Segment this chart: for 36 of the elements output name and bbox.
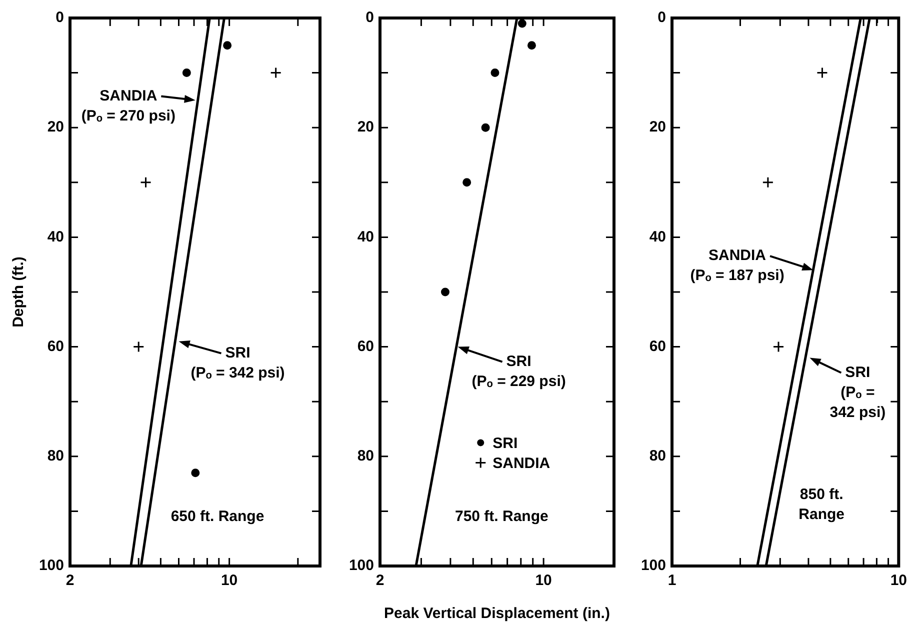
y-axis-title: Depth (ft.) [10,256,28,328]
y-tick-label: 60 [649,338,666,355]
x-tick-label: 10 [890,572,907,590]
y-tick-label: 20 [357,118,374,136]
y-tick-label: 40 [47,228,64,246]
y-tick-label: 80 [357,448,374,465]
annotation: SRI (Pₒ = 229 psi) [472,352,566,390]
x-axis-title: Peak Vertical Displacement (in.) [384,605,610,622]
x-tick-label: 10 [535,572,552,590]
y-tick-label: 100 [348,557,374,574]
y-tick-label: 20 [47,118,64,136]
x-tick-label: 2 [66,572,74,590]
y-tick-label: 0 [56,9,64,26]
y-tick-label: 60 [47,338,64,355]
annotation: 750 ft. Range [454,508,548,525]
y-tick-label: 80 [47,448,64,465]
y-tick-label: 0 [658,9,666,26]
annotation: 850 ft. Range [798,486,845,523]
annotation: SANDIA (Pₒ = 187 psi) [690,247,784,284]
x-tick-label: 1 [668,572,676,590]
annotation: 650 ft. Range [170,508,264,525]
legend-label: SRI [492,434,518,452]
annotation: SANDIA (Pₒ = 270 psi) [81,87,176,124]
y-tick-label: 40 [649,228,666,246]
annotation: SRI (Pₒ = 342 psi) [190,344,285,382]
y-tick-label: 0 [366,9,374,26]
y-tick-label: 100 [640,557,666,574]
y-tick-label: 100 [38,557,64,574]
y-tick-label: 80 [649,448,666,465]
y-tick-label: 60 [357,338,374,355]
y-tick-label: 20 [649,118,666,136]
annotation: SRI (Pₒ = 342 psi) [830,364,886,421]
x-tick-label: 10 [220,572,238,590]
x-tick-label: 2 [376,572,384,590]
y-tick-label: 40 [357,228,374,246]
legend-label: SANDIA [492,454,550,472]
